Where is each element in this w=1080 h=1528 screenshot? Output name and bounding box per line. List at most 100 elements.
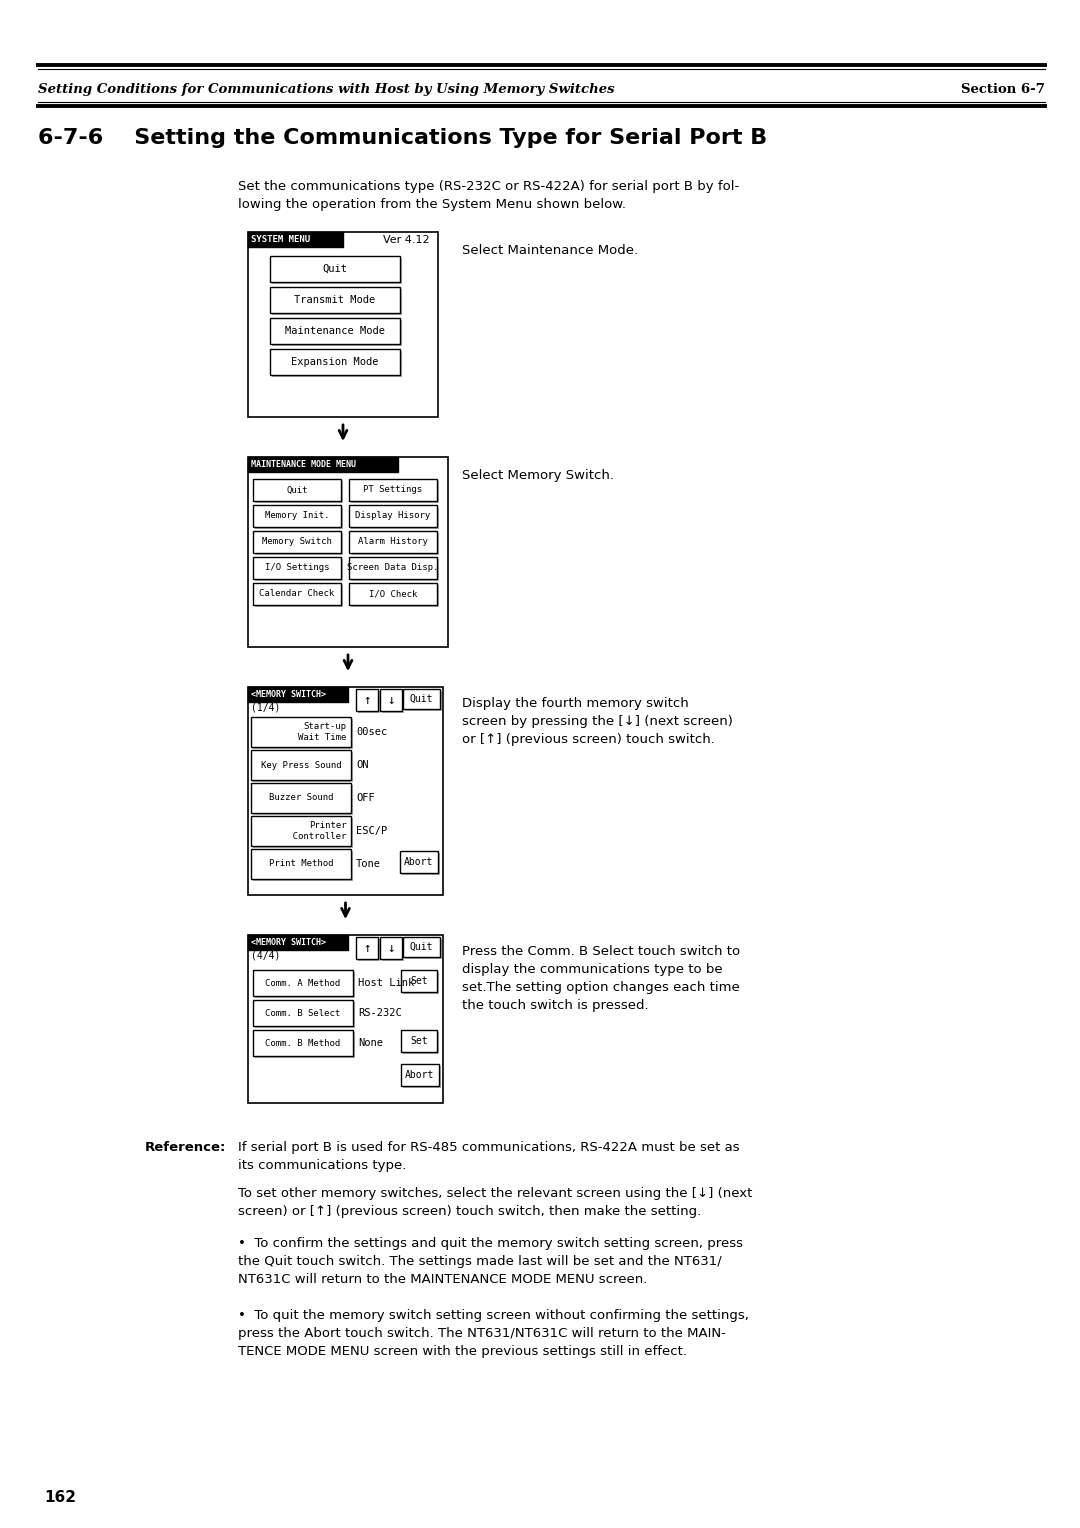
Text: Quit: Quit: [286, 486, 308, 495]
Bar: [382, 691, 404, 714]
Bar: [251, 816, 351, 847]
Text: Memory Init.: Memory Init.: [265, 512, 329, 521]
Bar: [253, 1030, 353, 1056]
Text: MAINTENANCE MODE MENU: MAINTENANCE MODE MENU: [251, 460, 356, 469]
Text: Expansion Mode: Expansion Mode: [292, 358, 379, 367]
Bar: [248, 457, 448, 646]
Bar: [351, 559, 438, 581]
Bar: [349, 584, 437, 605]
Text: Setting Conditions for Communications with Host by Using Memory Switches: Setting Conditions for Communications wi…: [38, 83, 615, 96]
Text: I/O Settings: I/O Settings: [265, 564, 329, 573]
Text: •  To confirm the settings and quit the memory switch setting screen, press
the : • To confirm the settings and quit the m…: [238, 1238, 743, 1287]
Text: Set: Set: [410, 1036, 428, 1047]
Bar: [253, 752, 353, 782]
Text: <MEMORY SWITCH>: <MEMORY SWITCH>: [251, 691, 326, 698]
Text: <MEMORY SWITCH>: <MEMORY SWITCH>: [251, 938, 326, 947]
Text: Memory Switch: Memory Switch: [262, 538, 332, 547]
Bar: [272, 258, 402, 284]
Text: ↓: ↓: [388, 694, 395, 706]
Bar: [253, 532, 341, 553]
Text: Alarm History: Alarm History: [359, 538, 428, 547]
Bar: [401, 1063, 438, 1086]
Bar: [253, 785, 353, 814]
Bar: [253, 817, 353, 848]
Bar: [251, 717, 351, 747]
Bar: [400, 851, 438, 872]
Bar: [356, 937, 378, 960]
Bar: [255, 507, 343, 529]
Text: Host Link: Host Link: [357, 978, 415, 989]
Bar: [349, 558, 437, 579]
Text: Transmit Mode: Transmit Mode: [295, 295, 376, 306]
Text: None: None: [357, 1038, 383, 1048]
Bar: [401, 1030, 437, 1051]
Text: 00sec: 00sec: [356, 727, 388, 736]
Bar: [351, 507, 438, 529]
Bar: [253, 851, 353, 882]
Text: Select Maintenance Mode.: Select Maintenance Mode.: [462, 244, 638, 257]
Bar: [357, 940, 380, 961]
Text: Display Hisory: Display Hisory: [355, 512, 431, 521]
Bar: [382, 940, 404, 961]
Bar: [248, 232, 438, 417]
Bar: [248, 688, 348, 701]
Bar: [255, 533, 343, 555]
Bar: [272, 319, 402, 345]
Text: Comm. B Method: Comm. B Method: [266, 1039, 340, 1048]
Bar: [380, 689, 402, 711]
Text: Quit: Quit: [409, 941, 433, 952]
Bar: [403, 972, 438, 995]
Text: Screen Data Disp.: Screen Data Disp.: [348, 564, 438, 573]
Bar: [405, 940, 442, 960]
Bar: [255, 481, 343, 503]
Bar: [253, 999, 353, 1025]
Text: 6-7-6    Setting the Communications Type for Serial Port B: 6-7-6 Setting the Communications Type fo…: [38, 128, 767, 148]
Bar: [351, 481, 438, 503]
Text: Buzzer Sound: Buzzer Sound: [269, 793, 334, 802]
Bar: [251, 782, 351, 813]
Bar: [255, 1002, 355, 1028]
Text: RS-232C: RS-232C: [357, 1008, 402, 1018]
Text: ↑: ↑: [363, 694, 370, 706]
Bar: [251, 750, 351, 779]
Bar: [248, 935, 348, 950]
Text: I/O Check: I/O Check: [368, 590, 417, 599]
Text: Key Press Sound: Key Press Sound: [260, 761, 341, 770]
Bar: [349, 504, 437, 527]
Text: Select Memory Switch.: Select Memory Switch.: [462, 469, 615, 481]
Bar: [351, 533, 438, 555]
Text: ON: ON: [356, 759, 368, 770]
Text: Tone: Tone: [356, 859, 381, 869]
Text: Abort: Abort: [405, 1070, 434, 1080]
Bar: [270, 257, 400, 283]
Bar: [349, 478, 437, 501]
Text: Press the Comm. B Select touch switch to
display the communications type to be
s: Press the Comm. B Select touch switch to…: [462, 944, 740, 1012]
Bar: [405, 691, 442, 711]
Text: ↓: ↓: [388, 941, 395, 955]
Bar: [356, 689, 378, 711]
Text: PT Settings: PT Settings: [364, 486, 422, 495]
Text: Print Method: Print Method: [269, 859, 334, 868]
Text: Reference:: Reference:: [145, 1141, 227, 1154]
Bar: [248, 232, 343, 248]
Bar: [253, 504, 341, 527]
Bar: [255, 972, 355, 998]
Bar: [253, 558, 341, 579]
Text: 162: 162: [44, 1490, 76, 1505]
Text: Display the fourth memory switch
screen by pressing the [↓] (next screen)
or [↑]: Display the fourth memory switch screen …: [462, 697, 733, 746]
Text: Printer
       Controller: Printer Controller: [255, 821, 347, 840]
Text: (4/4): (4/4): [251, 950, 281, 961]
Bar: [270, 348, 400, 374]
Bar: [248, 457, 399, 472]
Bar: [403, 1067, 441, 1088]
Text: If serial port B is used for RS-485 communications, RS-422A must be set as
its c: If serial port B is used for RS-485 comm…: [238, 1141, 740, 1172]
Bar: [253, 720, 353, 749]
Bar: [272, 289, 402, 315]
Text: ↑: ↑: [363, 941, 370, 955]
Text: SYSTEM MENU: SYSTEM MENU: [251, 235, 310, 244]
Bar: [403, 1031, 438, 1054]
Bar: [248, 688, 443, 895]
Text: Comm. A Method: Comm. A Method: [266, 978, 340, 987]
Text: OFF: OFF: [356, 793, 375, 804]
Bar: [357, 691, 380, 714]
